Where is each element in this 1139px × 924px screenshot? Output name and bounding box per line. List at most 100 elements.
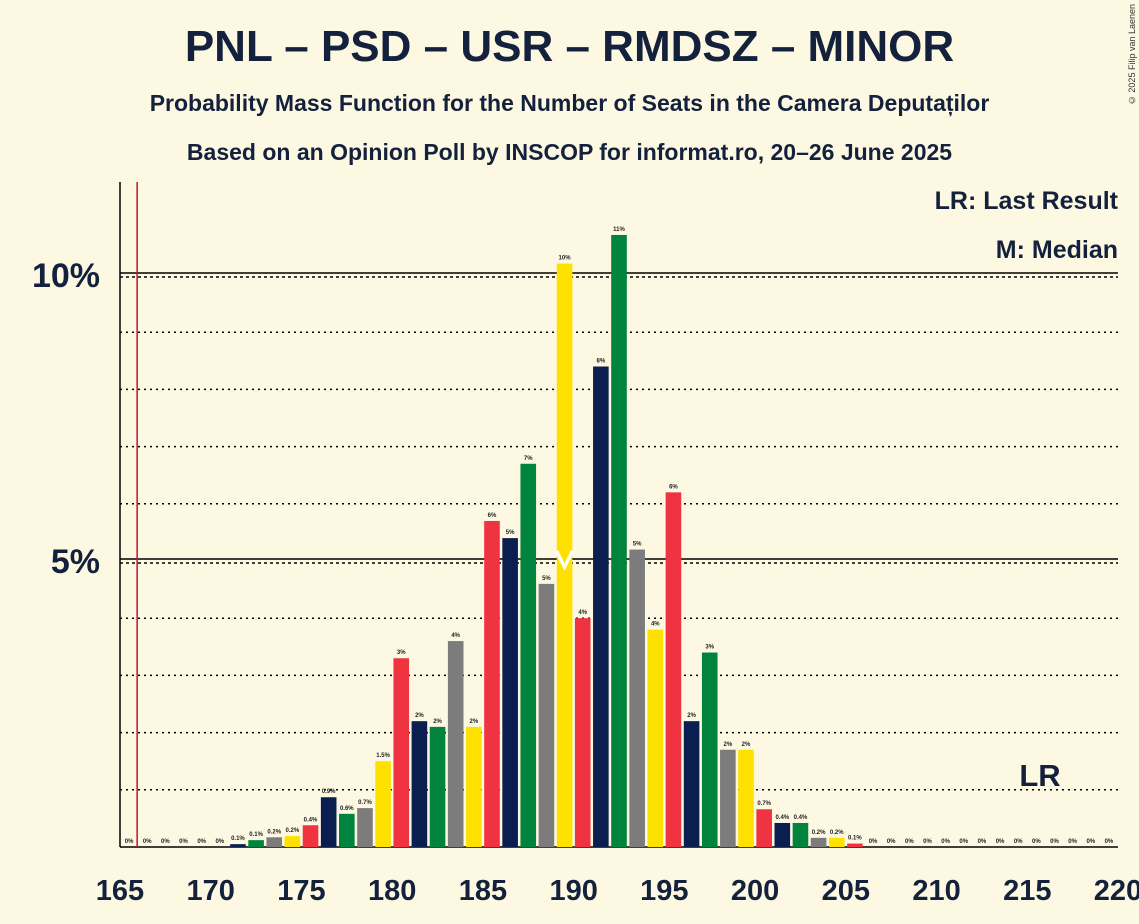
bar-value-label: 0%	[143, 839, 152, 845]
bar-value-label: 0.1%	[249, 832, 263, 838]
x-tick-label: 185	[459, 875, 507, 907]
bar-seats-187	[520, 463, 537, 847]
y-tick-label: 5%	[51, 543, 100, 581]
bar-value-label: 0%	[197, 839, 206, 845]
bar-seats-174	[284, 836, 301, 847]
bar-seats-176	[320, 797, 337, 847]
median-marker	[554, 550, 575, 571]
bar-value-label: 3%	[705, 645, 714, 651]
bar-value-label: 1.5%	[376, 753, 390, 759]
bar-seats-183	[447, 641, 464, 847]
bar-seats-200	[756, 809, 772, 847]
bar-value-label: 3%	[397, 650, 406, 656]
bar-seats-182	[429, 726, 446, 847]
bar-value-label: 11%	[613, 227, 625, 233]
bar-value-label: 0%	[978, 839, 987, 845]
chart-subtitle: Probability Mass Function for the Number…	[149, 90, 990, 116]
bar-value-label: 8%	[597, 359, 606, 365]
bar-seats-173	[266, 837, 283, 847]
bar-seats-205	[847, 843, 863, 847]
bar-value-label: 0.4%	[775, 815, 789, 821]
bar-seats-175	[302, 825, 319, 847]
bar-value-label: 0%	[1105, 839, 1114, 845]
bar-seats-191	[593, 366, 609, 847]
bar-seats-177	[339, 813, 355, 847]
bar-seats-189	[556, 263, 573, 847]
bar-value-label: 2%	[742, 742, 751, 748]
bar-value-label: 0%	[996, 839, 1005, 845]
bar-seats-185	[484, 520, 500, 847]
bar-seats-172	[248, 840, 264, 847]
bar-value-label: 0%	[1050, 839, 1059, 845]
bar-value-label: 0.9%	[322, 789, 336, 795]
bar-value-label: 0.7%	[757, 801, 771, 807]
bar-value-label: 2%	[687, 713, 696, 719]
bar-value-label: 0.2%	[286, 828, 300, 834]
bar-value-label: 5%	[633, 542, 642, 548]
legend-median: M: Median	[996, 236, 1118, 264]
bar-value-label: 0%	[125, 839, 134, 845]
legend-last-result: LR: Last Result	[935, 187, 1119, 215]
x-tick-label: 220	[1094, 875, 1139, 907]
bar-value-label: 2%	[415, 713, 424, 719]
x-tick-label: 215	[1003, 875, 1051, 907]
bar-seats-204	[828, 837, 845, 847]
bar-value-label: 0.1%	[848, 836, 862, 842]
bar-seats-178	[357, 808, 373, 847]
x-tick-label: 165	[96, 875, 144, 907]
bar-value-label: 4%	[651, 622, 660, 628]
bar-seats-192	[611, 234, 627, 847]
bar-value-label: 4%	[578, 610, 587, 616]
x-tick-label: 200	[731, 875, 779, 907]
bar-seats-195	[665, 492, 682, 847]
bar-value-label: 0%	[959, 839, 968, 845]
x-tick-label: 180	[368, 875, 416, 907]
bar-seats-171	[230, 844, 246, 847]
bar-value-label: 0%	[1014, 839, 1023, 845]
bar-seats-203	[810, 837, 827, 847]
bar-seats-181	[411, 721, 428, 847]
x-tick-label: 205	[822, 875, 870, 907]
bar-seats-199	[738, 749, 754, 847]
bar-value-label: 0%	[215, 839, 224, 845]
bar-value-label: 0%	[941, 839, 950, 845]
bar-value-label: 10%	[559, 256, 572, 262]
bar-seats-184	[466, 726, 482, 847]
bar-value-label: 0%	[1068, 839, 1077, 845]
bar-value-label: 0%	[905, 839, 914, 845]
bar-seats-179	[375, 761, 391, 847]
lr-marker-label: LR	[1019, 758, 1060, 793]
bar-value-label: 0.2%	[812, 830, 826, 836]
bar-value-label: 0.7%	[358, 800, 372, 806]
bar-value-label: 0%	[161, 839, 170, 845]
bar-value-label: 5%	[542, 576, 551, 582]
bar-value-label: 0.6%	[340, 806, 354, 812]
bar-seats-194	[647, 629, 664, 847]
x-tick-label: 170	[187, 875, 235, 907]
bar-value-label: 0%	[1086, 839, 1095, 845]
bar-value-label: 6%	[669, 484, 678, 490]
bar-value-label: 0.1%	[231, 836, 245, 842]
chart-title: PNL – PSD – USR – RMDSZ – MINOR	[184, 22, 955, 71]
bar-seats-198	[720, 749, 736, 847]
x-tick-label: 175	[277, 875, 325, 907]
bar-seats-193	[629, 549, 645, 847]
bar-value-label: 2%	[433, 719, 442, 725]
bar-value-label: 0.4%	[794, 815, 808, 821]
bar-value-label: 0%	[923, 839, 932, 845]
bar-value-label: 0.4%	[304, 817, 318, 823]
bar-value-label: 0%	[887, 839, 896, 845]
x-tick-label: 190	[549, 875, 597, 907]
bar-seats-190	[574, 618, 591, 847]
bar-seats-197	[701, 652, 718, 847]
bar-value-label: 5%	[506, 530, 515, 536]
bar-value-label: 2%	[470, 719, 479, 725]
bar-value-label: 4%	[451, 633, 460, 639]
bar-value-label: 2%	[724, 742, 733, 748]
bar-value-label: 0%	[1032, 839, 1041, 845]
bar-seats-202	[792, 822, 809, 847]
bar-seats-186	[502, 538, 518, 847]
bar-seats-180	[393, 658, 410, 847]
bar-seats-201	[774, 822, 791, 847]
